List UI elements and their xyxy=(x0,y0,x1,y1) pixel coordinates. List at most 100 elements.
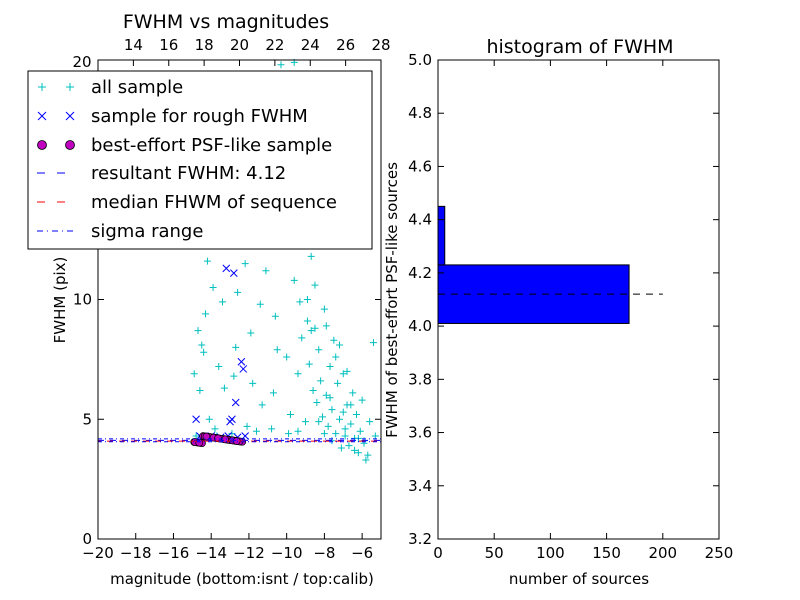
legend-entries: all sample sample for rough FWHM best-effo… xyxy=(37,77,337,242)
all-sample-point xyxy=(273,346,281,354)
rough-sample-point xyxy=(237,357,246,366)
all-sample-point xyxy=(315,346,323,354)
all-sample-point xyxy=(319,413,327,421)
left-y-axis-label: FWHM (pix) xyxy=(51,257,69,344)
all-sample-point xyxy=(343,367,351,375)
right-y-tick-label: 5.0 xyxy=(408,51,432,69)
legend-entry: best-effort PSF-like sample xyxy=(37,135,332,156)
all-sample-point xyxy=(320,430,328,438)
right-y-tick-label: 3.4 xyxy=(408,477,432,495)
legend-circle-marker xyxy=(37,140,47,150)
all-sample-point xyxy=(296,298,304,306)
legend-label: sample for rough FWHM xyxy=(91,106,308,127)
right-x-tick-label: 200 xyxy=(648,544,677,562)
left-x-tick-label: −14 xyxy=(195,544,227,562)
all-sample-point xyxy=(219,298,227,306)
left-x-axis-label: magnitude (bottom:isnt / top:calib) xyxy=(110,570,374,588)
all-sample-point xyxy=(351,446,359,454)
left-x-tick-label: −10 xyxy=(271,544,303,562)
legend-circle-marker xyxy=(65,140,75,150)
all-sample-point xyxy=(271,312,279,320)
legend-entry: all sample xyxy=(38,77,183,98)
all-sample-point xyxy=(302,418,310,426)
legend-label: resultant FWHM: 4.12 xyxy=(91,163,286,184)
all-sample-point xyxy=(220,384,228,392)
all-sample-point xyxy=(352,410,360,418)
all-sample-point xyxy=(205,415,213,423)
all-sample-point xyxy=(339,370,347,378)
legend-entry: median FHWM of sequence xyxy=(37,192,337,213)
left-x-tick-label: −20 xyxy=(82,544,114,562)
all-sample-point xyxy=(196,387,204,395)
right-y-tick-label: 4.6 xyxy=(408,157,432,175)
right-y-tick-label: 4.4 xyxy=(408,211,432,229)
right-y-tick-label: 4.0 xyxy=(408,317,432,335)
top-x-tick-label: 28 xyxy=(371,36,390,54)
left-reference-lines xyxy=(98,438,381,443)
all-sample-point xyxy=(345,442,353,450)
all-sample-point xyxy=(354,449,362,457)
all-sample-point xyxy=(328,406,336,414)
all-sample-point xyxy=(285,430,293,438)
right-y-tick-label: 3.2 xyxy=(408,530,432,548)
legend-x-marker xyxy=(37,111,47,121)
all-sample-point xyxy=(198,341,206,349)
all-sample-point xyxy=(347,401,355,409)
legend-x-marker xyxy=(65,111,75,121)
right-x-axis-label: number of sources xyxy=(509,570,649,588)
all-sample-point xyxy=(313,398,321,406)
all-sample-point xyxy=(243,422,251,430)
all-sample-point xyxy=(294,427,302,435)
all-sample-point xyxy=(349,389,357,397)
legend-entry: resultant FWHM: 4.12 xyxy=(37,163,286,184)
all-sample-point xyxy=(247,329,255,337)
all-sample-point xyxy=(335,341,343,349)
all-sample-point xyxy=(337,444,345,452)
all-sample-point xyxy=(322,322,330,330)
all-sample-point xyxy=(194,327,202,335)
all-sample-point xyxy=(283,353,291,361)
all-sample-point xyxy=(347,420,355,428)
all-sample-point xyxy=(371,432,379,440)
rough-sample-point xyxy=(231,398,240,407)
legend-label: best-effort PSF-like sample xyxy=(91,135,332,156)
all-sample-point xyxy=(234,288,242,296)
top-x-tick-label: 18 xyxy=(195,36,214,54)
all-sample-point xyxy=(202,310,210,318)
fwhm-vs-magnitude-chart: −20 −18 −16 −14 −12 −10 −8 −6 14 16 18 20 22 24 26 28 … xyxy=(27,11,391,588)
all-sample-point xyxy=(362,456,370,464)
right-plot-frame xyxy=(437,59,720,540)
all-sample-point xyxy=(309,387,317,395)
legend-box xyxy=(27,70,373,250)
all-sample-point xyxy=(211,425,219,433)
left-top-x-axis: 14 16 18 20 22 24 26 28 xyxy=(124,36,391,66)
all-sample-point xyxy=(277,61,285,69)
all-sample-point xyxy=(356,427,364,435)
legend-plus-marker xyxy=(66,83,74,91)
legend: all sample sample for rough FWHM best-effo… xyxy=(27,70,373,250)
top-x-tick-label: 24 xyxy=(301,36,320,54)
all-sample-point xyxy=(190,370,198,378)
legend-entry: sigma range xyxy=(37,221,203,242)
left-x-tick-label: −12 xyxy=(233,544,265,562)
top-x-tick-label: 20 xyxy=(230,36,249,54)
left-y-axis: 0 5 10 xyxy=(73,291,381,548)
all-sample-point xyxy=(258,401,266,409)
all-sample-point xyxy=(290,276,298,284)
all-sample-point xyxy=(200,348,208,356)
all-sample-point xyxy=(303,296,311,303)
all-sample-point xyxy=(324,422,332,430)
all-sample-point xyxy=(358,396,366,404)
all-sample-point xyxy=(364,451,372,459)
all-sample-point xyxy=(232,343,240,351)
right-y-tick-label: 3.6 xyxy=(408,424,432,442)
all-sample-point xyxy=(330,336,338,344)
all-sample-point xyxy=(249,379,257,387)
left-top-corner-label: 20 xyxy=(72,53,91,71)
all-sample-point xyxy=(326,394,334,402)
left-x-tick-label: −6 xyxy=(351,544,373,562)
all-sample-point xyxy=(192,432,200,440)
right-x-tick-label: 250 xyxy=(705,544,734,562)
left-x-tick-label: −16 xyxy=(158,544,190,562)
